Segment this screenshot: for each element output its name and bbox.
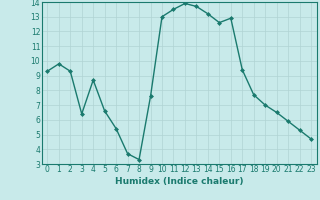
X-axis label: Humidex (Indice chaleur): Humidex (Indice chaleur) bbox=[115, 177, 244, 186]
